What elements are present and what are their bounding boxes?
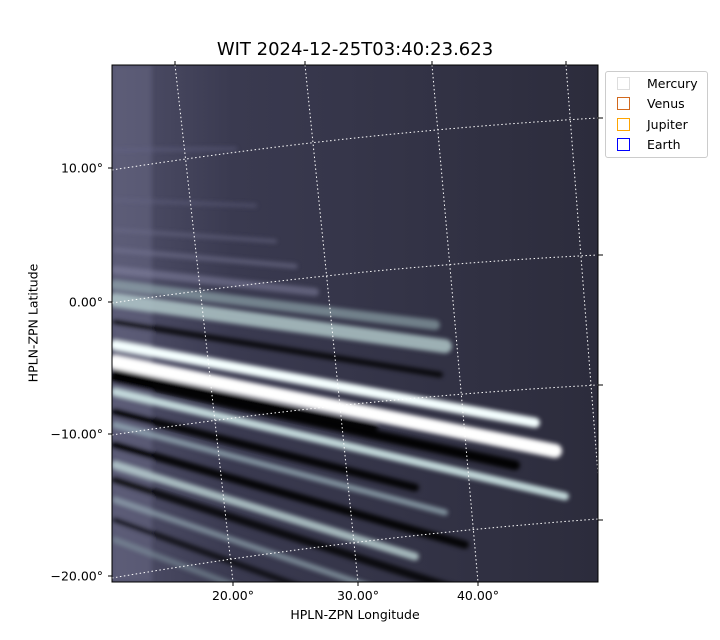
y-axis-label: HPLN-ZPN Latitude [25,263,41,383]
image-streak [113,146,237,152]
x-axis-label: HPLN-ZPN Longitude [290,607,420,622]
image-streak [112,497,366,582]
image-streak [112,441,469,549]
legend-label: Mercury [647,75,698,91]
image-streak [112,373,520,471]
legend-item-jupiter: Jupiter [617,115,688,133]
x-tick-label: 40.00° [456,588,500,603]
x-tick-label: 30.00° [336,588,380,603]
coordinate-grid [112,65,598,582]
legend-swatch [617,117,630,131]
image-streak [112,461,419,561]
legend-item-mercury: Mercury [617,74,698,92]
image-streak [112,537,234,582]
legend-swatch [617,137,630,151]
image-streak [112,422,448,516]
image-streak [112,517,297,582]
image-streak [112,266,319,296]
image-streak [112,369,378,431]
image-streak [112,319,443,378]
legend-label: Venus [647,95,685,111]
tick-marks [108,61,603,586]
latitude-grid-line [112,384,598,436]
latitude-grid-line [112,254,598,304]
image-streak [112,388,569,501]
y-tick-label: 10.00° [60,160,103,176]
latitude-grid-line [112,117,598,171]
image-streak [112,408,419,492]
image-streak [112,247,298,269]
image-streak [113,198,257,208]
image-streak [112,280,440,330]
legend-label: Earth [647,136,681,152]
longitude-grid-line [304,65,359,582]
image-streaks [112,65,569,582]
longitude-grid-line [431,65,479,582]
legend-label: Jupiter [647,116,688,132]
chart-title: WIT 2024-12-25T03:40:23.623 [216,39,494,60]
x-tick-label: 20.00° [211,588,255,603]
legend-swatch [617,96,630,110]
image-streak [113,228,277,244]
legend-swatch [617,76,630,90]
y-tick-label: 0.00° [68,294,103,310]
image-streak [112,293,452,354]
y-tick-label: −10.00° [50,426,103,442]
legend-item-venus: Venus [617,94,685,112]
image-streak [112,340,540,428]
legend-item-earth: Earth [617,135,681,153]
y-tick-label: −20.00° [50,568,103,584]
image-streak [112,476,447,582]
legend: Mercury Venus Jupiter Earth [605,71,708,158]
plot-frame [111,64,599,583]
longitude-grid-line [174,65,234,582]
longitude-grid-line [565,65,598,481]
